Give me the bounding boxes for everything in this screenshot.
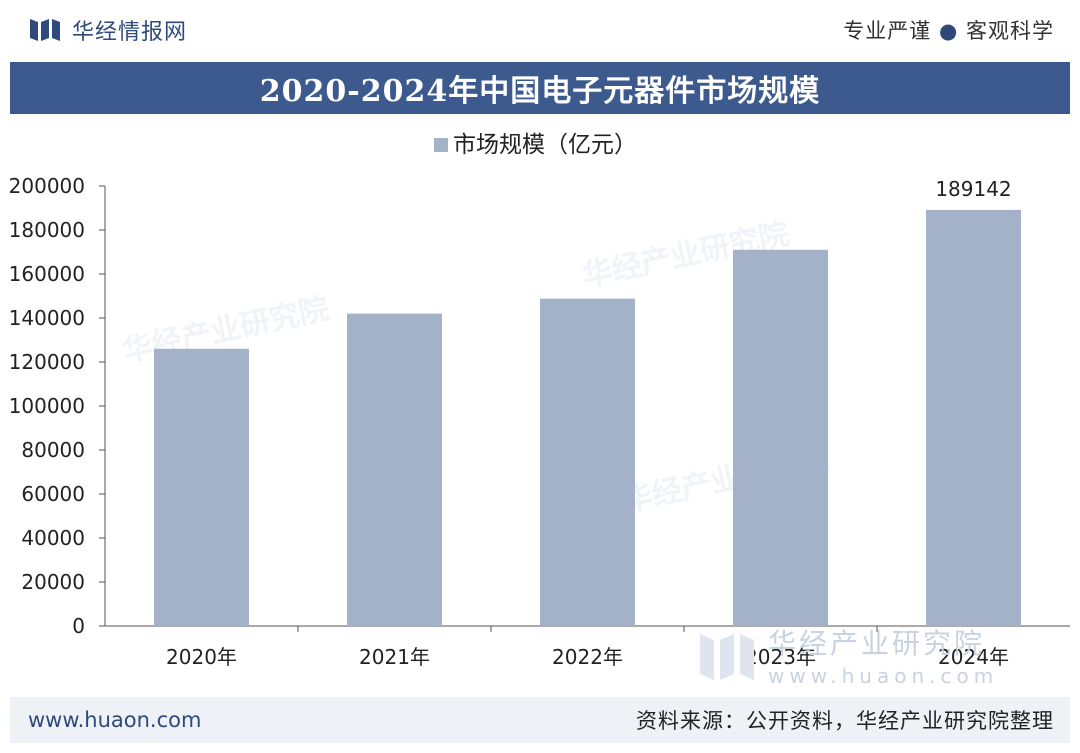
x-tick-label: 2024年 <box>938 645 1009 669</box>
legend-swatch <box>434 138 448 152</box>
slogan: 专业严谨 ● 客观科学 <box>843 15 1054 45</box>
x-tick-label: 2023年 <box>745 645 816 669</box>
y-tick-label: 60000 <box>21 482 85 506</box>
footer: www.huaon.com 资料来源：公开资料，华经产业研究院整理 <box>10 697 1070 743</box>
y-tick-label: 180000 <box>9 218 85 242</box>
x-tick-label: 2020年 <box>166 645 237 669</box>
slogan-dot: ● <box>938 19 959 43</box>
bar <box>347 313 442 626</box>
brand: 华经情报网 <box>30 14 187 46</box>
x-tick-label: 2022年 <box>552 645 623 669</box>
y-tick-label: 40000 <box>21 526 85 550</box>
chart-title: 2020-2024年中国电子元器件市场规模 <box>259 74 821 109</box>
y-tick-label: 0 <box>72 614 85 638</box>
legend-label: 市场规模（亿元） <box>453 132 637 158</box>
data-label: 189142 <box>935 177 1011 201</box>
huajing-logo-icon <box>30 19 60 41</box>
x-tick-label: 2021年 <box>359 645 430 669</box>
bar <box>733 249 828 627</box>
slogan-left: 专业严谨 <box>843 19 932 43</box>
bar-chart: 市场规模（亿元） 0 20000 40000 60000 80000 100000 12000… <box>9 132 1070 669</box>
bar <box>154 348 249 626</box>
y-tick-label: 200000 <box>9 174 85 198</box>
footer-site-link[interactable]: www.huaon.com <box>28 708 202 732</box>
footer-source: 资料来源：公开资料，华经产业研究院整理 <box>636 709 1054 733</box>
slogan-right: 客观科学 <box>966 19 1054 43</box>
y-tick-label: 140000 <box>9 306 85 330</box>
header: 华经情报网 专业严谨 ● 客观科学 <box>0 0 1080 60</box>
y-tick-label: 80000 <box>21 438 85 462</box>
bar <box>540 298 635 626</box>
bar <box>926 209 1021 626</box>
y-tick-label: 100000 <box>9 394 85 418</box>
y-tick-label: 120000 <box>9 350 85 374</box>
watermark-url: www.huaon.com <box>768 664 999 688</box>
watermark-logo-icon <box>700 634 754 680</box>
y-tick-label: 20000 <box>21 570 85 594</box>
title-bar: 2020-2024年中国电子元器件市场规模 <box>10 62 1070 114</box>
brand-name: 华经情报网 <box>72 20 188 45</box>
y-tick-label: 160000 <box>9 262 85 286</box>
watermark-institute: 华经产业研究院 <box>768 627 986 660</box>
